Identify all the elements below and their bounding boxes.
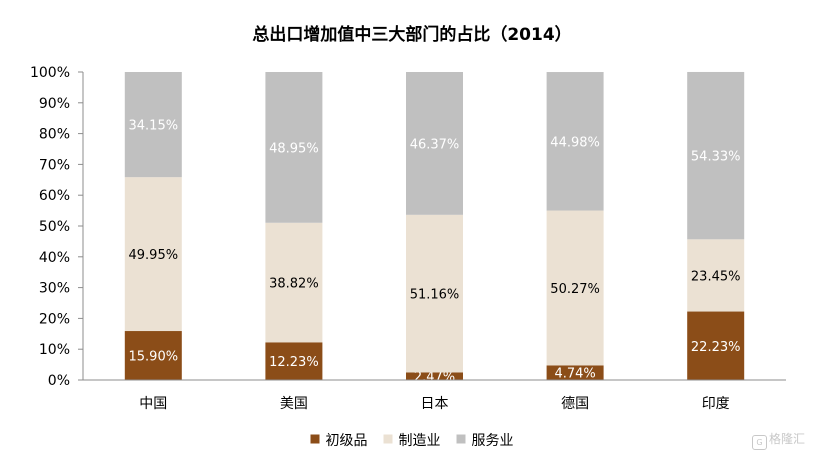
y-tick-label: 20% [39, 311, 70, 327]
bar-segment [546, 210, 604, 366]
legend: 初级品 制造业 服务业 [310, 432, 514, 449]
bar-segment [546, 365, 604, 380]
data-label: 38.82% [269, 277, 319, 292]
x-tick-label: 德国 [561, 396, 589, 412]
y-tick-label: 30% [39, 281, 70, 297]
y-tick-label: 60% [39, 188, 70, 204]
data-label: 34.15% [129, 119, 179, 134]
watermark: G 格隆汇 [752, 430, 805, 450]
x-tick-label: 印度 [702, 396, 730, 412]
bar-segment [265, 72, 323, 223]
data-label: 50.27% [550, 282, 600, 297]
bar-segment [687, 71, 745, 240]
bar-segment [265, 342, 323, 380]
legend-swatch [310, 434, 320, 444]
bar-segment [406, 372, 463, 380]
y-tick-label: 50% [39, 219, 70, 235]
data-label: 48.95% [269, 141, 319, 156]
bar-segment [406, 214, 463, 373]
chart-title: 总出口增加值中三大部门的占比（2014） [252, 24, 571, 45]
y-tick-label: 10% [39, 342, 70, 358]
y-axis: 0% 10% 20% 30% 40% 50% 60% 70% 80% 90% 100% [30, 65, 84, 389]
data-label: 4.74% [554, 367, 595, 382]
data-label: 12.23% [269, 355, 319, 370]
legend-swatch [456, 434, 466, 444]
legend-swatch [383, 434, 393, 444]
watermark-logo-icon: G [752, 435, 767, 450]
data-label: 46.37% [410, 137, 460, 152]
y-tick-label: 80% [39, 127, 70, 143]
watermark-text: 格隆汇 [769, 432, 806, 446]
data-label: 51.16% [410, 288, 460, 303]
y-tick-label: 100% [30, 65, 70, 81]
x-tick-label: 美国 [280, 396, 308, 412]
data-label: 2.47% [414, 370, 455, 385]
y-tick-label: 90% [39, 96, 70, 112]
data-label: 49.95% [129, 248, 179, 263]
y-tick-label: 70% [39, 157, 70, 173]
data-label: 23.45% [691, 269, 741, 284]
legend-label: 初级品 [326, 432, 368, 449]
bar-segment [687, 311, 745, 380]
legend-label: 服务业 [472, 433, 514, 449]
bar-area: 15.90% 49.95% 34.15% 12.23% 38.82% 48.95% 2.47… [124, 71, 745, 385]
bar-segment [265, 222, 323, 343]
x-axis: 中国 美国 日本 德国 印度 [83, 379, 786, 412]
bar-segment [687, 239, 745, 312]
legend-label: 制造业 [399, 433, 441, 449]
data-label: 44.98% [550, 135, 600, 150]
x-tick-label: 中国 [139, 396, 167, 412]
bar-segment [124, 331, 182, 380]
bar-segment [124, 177, 182, 332]
bar-segment [406, 72, 463, 215]
data-label: 15.90% [129, 350, 179, 365]
y-tick-label: 40% [39, 250, 70, 266]
data-label: 54.33% [691, 150, 741, 165]
bar-segment [546, 72, 604, 211]
y-tick-label: 0% [48, 373, 70, 389]
x-tick-label: 日本 [421, 396, 449, 412]
data-label: 22.23% [691, 340, 741, 355]
bar-segment [124, 72, 182, 178]
